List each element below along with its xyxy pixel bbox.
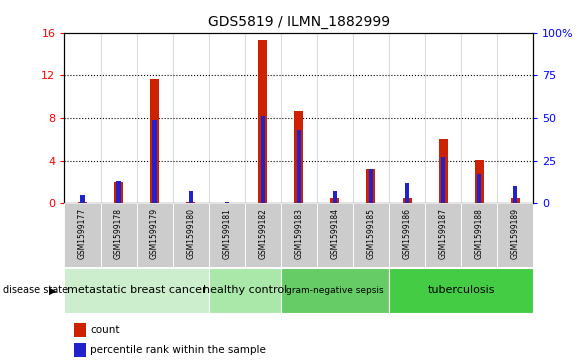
Text: GSM1599178: GSM1599178 <box>114 208 123 259</box>
Text: healthy control: healthy control <box>203 285 287 295</box>
Text: GSM1599188: GSM1599188 <box>475 208 483 259</box>
Bar <box>513 186 517 203</box>
Text: GSM1599181: GSM1599181 <box>222 208 231 259</box>
Bar <box>441 157 445 203</box>
Text: percentile rank within the sample: percentile rank within the sample <box>90 345 266 355</box>
Text: gram-negative sepsis: gram-negative sepsis <box>286 286 384 295</box>
FancyBboxPatch shape <box>425 203 461 267</box>
Bar <box>114 182 123 203</box>
Bar <box>475 160 483 203</box>
Text: GSM1599182: GSM1599182 <box>258 208 267 259</box>
FancyBboxPatch shape <box>317 203 353 267</box>
Title: GDS5819 / ILMN_1882999: GDS5819 / ILMN_1882999 <box>208 15 390 29</box>
Bar <box>477 174 481 203</box>
FancyBboxPatch shape <box>101 203 137 267</box>
Bar <box>366 169 376 203</box>
Text: GSM1599179: GSM1599179 <box>150 208 159 260</box>
Text: tuberculosis: tuberculosis <box>427 285 495 295</box>
Bar <box>152 120 157 203</box>
Bar <box>80 195 84 203</box>
Bar <box>74 343 86 357</box>
Bar <box>333 191 337 203</box>
FancyBboxPatch shape <box>137 203 173 267</box>
FancyBboxPatch shape <box>281 268 389 313</box>
Text: count: count <box>90 325 120 335</box>
Bar <box>294 110 304 203</box>
Bar <box>438 139 448 203</box>
FancyBboxPatch shape <box>353 203 389 267</box>
Bar <box>74 323 86 338</box>
Bar <box>405 183 409 203</box>
Bar <box>186 202 195 203</box>
FancyBboxPatch shape <box>281 203 317 267</box>
Bar <box>403 198 411 203</box>
FancyBboxPatch shape <box>64 203 101 267</box>
Bar <box>117 181 121 203</box>
Text: GSM1599177: GSM1599177 <box>78 208 87 260</box>
Text: GSM1599187: GSM1599187 <box>438 208 448 259</box>
Bar <box>258 40 267 203</box>
FancyBboxPatch shape <box>389 203 425 267</box>
Text: GSM1599185: GSM1599185 <box>366 208 376 259</box>
Bar <box>150 78 159 203</box>
Bar <box>189 191 193 203</box>
Text: GSM1599180: GSM1599180 <box>186 208 195 259</box>
Text: GSM1599183: GSM1599183 <box>294 208 304 259</box>
Bar <box>511 198 520 203</box>
Text: metastatic breast cancer: metastatic breast cancer <box>67 285 206 295</box>
FancyBboxPatch shape <box>461 203 497 267</box>
FancyBboxPatch shape <box>209 268 281 313</box>
FancyBboxPatch shape <box>64 268 209 313</box>
Bar <box>78 202 87 203</box>
Bar <box>261 116 265 203</box>
FancyBboxPatch shape <box>245 203 281 267</box>
Bar <box>369 169 373 203</box>
Text: ▶: ▶ <box>49 285 57 295</box>
FancyBboxPatch shape <box>209 203 245 267</box>
Bar <box>331 198 339 203</box>
Text: disease state: disease state <box>3 285 68 295</box>
Bar <box>297 130 301 203</box>
FancyBboxPatch shape <box>173 203 209 267</box>
FancyBboxPatch shape <box>389 268 533 313</box>
Text: GSM1599189: GSM1599189 <box>511 208 520 259</box>
Text: GSM1599186: GSM1599186 <box>403 208 411 259</box>
Text: GSM1599184: GSM1599184 <box>331 208 339 259</box>
FancyBboxPatch shape <box>497 203 533 267</box>
